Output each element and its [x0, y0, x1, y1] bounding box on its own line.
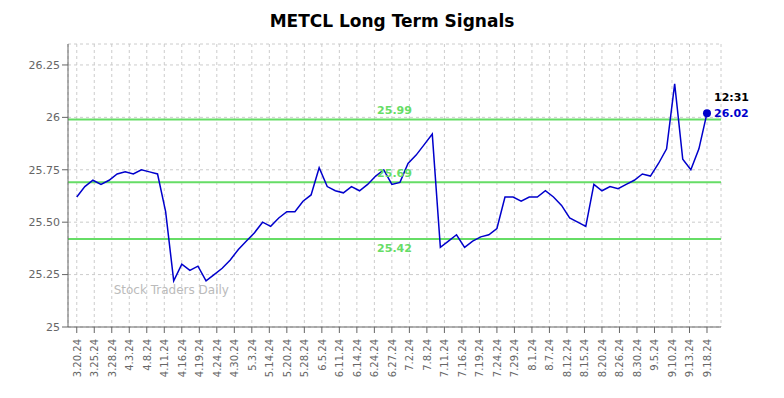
- svg-text:4.11.24: 4.11.24: [159, 339, 170, 377]
- svg-text:4.24.24: 4.24.24: [212, 339, 223, 377]
- svg-text:3.20.24: 3.20.24: [72, 339, 83, 377]
- svg-text:6.27.24: 6.27.24: [387, 339, 398, 377]
- svg-text:9.10.24: 9.10.24: [667, 339, 678, 377]
- svg-text:5.14.24: 5.14.24: [264, 339, 275, 377]
- svg-text:26.02: 26.02: [714, 107, 749, 120]
- svg-text:7.24.24: 7.24.24: [492, 339, 503, 377]
- html-text:METCL Long Term Signals: METCL Long Term Signals: [269, 11, 515, 31]
- svg-text:8.20.24: 8.20.24: [597, 339, 608, 377]
- svg-text:3.28.24: 3.28.24: [107, 339, 118, 377]
- svg-text:6.11.24: 6.11.24: [334, 339, 345, 377]
- svg-text:12:31: 12:31: [714, 91, 749, 104]
- svg-text:25.25: 25.25: [29, 268, 61, 281]
- svg-text:7.19.24: 7.19.24: [474, 339, 485, 377]
- svg-text:6.14.24: 6.14.24: [352, 339, 363, 377]
- html-text:Stock Traders Daily: Stock Traders Daily: [113, 282, 229, 297]
- svg-text:25.50: 25.50: [29, 216, 61, 229]
- svg-text:25.99: 25.99: [377, 104, 412, 117]
- svg-text:4.16.24: 4.16.24: [177, 339, 188, 377]
- svg-text:6.5.24: 6.5.24: [317, 339, 328, 371]
- svg-text:4.30.24: 4.30.24: [229, 339, 240, 377]
- svg-text:7.8.24: 7.8.24: [422, 339, 433, 371]
- svg-text:8.30.24: 8.30.24: [632, 339, 643, 377]
- svg-text:25: 25: [46, 321, 60, 334]
- svg-text:8.7.24: 8.7.24: [544, 339, 555, 371]
- svg-text:7.11.24: 7.11.24: [439, 339, 450, 377]
- svg-text:8.15.24: 8.15.24: [579, 339, 590, 377]
- svg-text:9.5.24: 9.5.24: [649, 339, 660, 371]
- svg-text:3.25.24: 3.25.24: [89, 339, 100, 377]
- svg-text:8.12.24: 8.12.24: [562, 339, 573, 377]
- svg-text:7.2.24: 7.2.24: [404, 339, 415, 371]
- svg-text:5.28.24: 5.28.24: [299, 339, 310, 377]
- svg-text:26: 26: [46, 111, 60, 124]
- svg-text:9.13.24: 9.13.24: [684, 339, 695, 377]
- svg-text:4.3.24: 4.3.24: [124, 339, 135, 371]
- svg-text:7.16.24: 7.16.24: [457, 339, 468, 377]
- svg-text:7.29.24: 7.29.24: [509, 339, 520, 377]
- svg-text:8.1.24: 8.1.24: [527, 339, 538, 371]
- svg-text:4.19.24: 4.19.24: [194, 339, 205, 377]
- svg-text:8.26.24: 8.26.24: [614, 339, 625, 377]
- svg-text:25.69: 25.69: [377, 167, 412, 180]
- svg-text:25.42: 25.42: [377, 242, 412, 255]
- svg-text:5.3.24: 5.3.24: [247, 339, 258, 371]
- svg-text:9.18.24: 9.18.24: [702, 339, 713, 377]
- svg-text:6.24.24: 6.24.24: [369, 339, 380, 377]
- svg-text:5.20.24: 5.20.24: [282, 339, 293, 377]
- svg-text:26.25: 26.25: [29, 59, 61, 72]
- svg-text:25.75: 25.75: [29, 164, 61, 177]
- svg-text:4.8.24: 4.8.24: [142, 339, 153, 371]
